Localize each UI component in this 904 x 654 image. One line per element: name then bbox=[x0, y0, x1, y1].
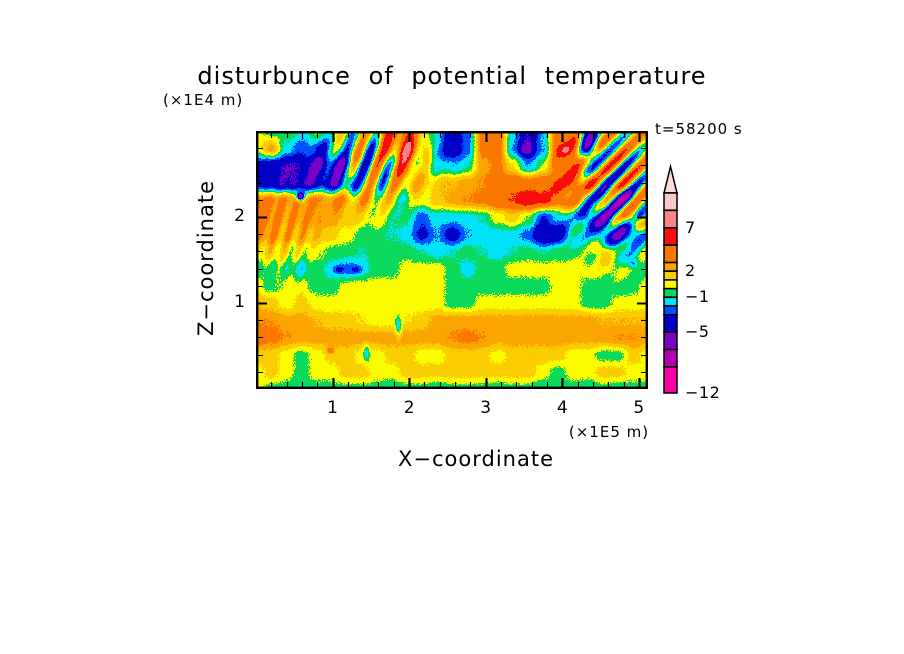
z-tick-label: 1 bbox=[234, 292, 245, 312]
z-axis-title: Z−coordinate bbox=[194, 180, 218, 336]
colorbar-canvas bbox=[663, 164, 679, 397]
x-tick-label: 5 bbox=[633, 398, 645, 418]
z-axis-unit-label: (×1E4 m) bbox=[163, 91, 244, 109]
colorbar-tick-label: −5 bbox=[685, 322, 710, 342]
time-annotation: t=58200 s bbox=[655, 120, 743, 138]
x-axis-unit-label: (×1E5 m) bbox=[568, 423, 650, 441]
x-axis-title: X−coordinate bbox=[398, 447, 554, 471]
colorbar-tick-label: 7 bbox=[685, 217, 696, 237]
chart-title: disturbunce of potential temperature bbox=[197, 62, 707, 90]
heatmap-canvas bbox=[256, 131, 648, 389]
x-tick-label: 1 bbox=[327, 398, 338, 418]
colorbar-tick-label: 2 bbox=[685, 261, 696, 281]
x-tick-label: 2 bbox=[403, 398, 415, 418]
x-tick-label: 4 bbox=[556, 398, 568, 418]
z-tick-label: 2 bbox=[234, 206, 245, 226]
colorbar-tick-label: −1 bbox=[685, 287, 710, 307]
x-tick-label: 3 bbox=[480, 398, 492, 418]
colorbar-tick-label: −12 bbox=[685, 383, 721, 402]
